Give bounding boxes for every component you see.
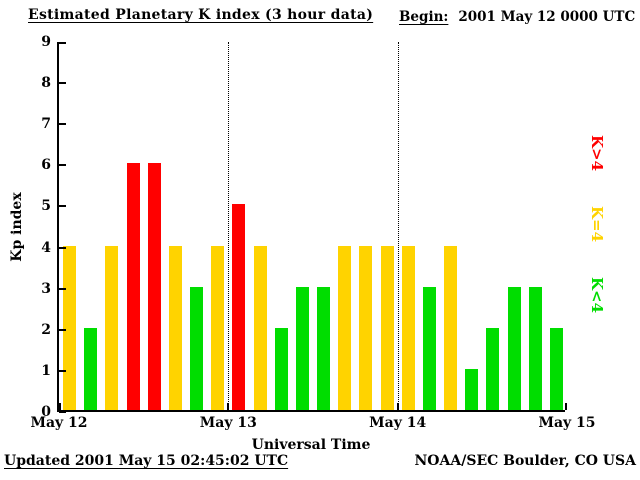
kp-bar xyxy=(338,245,352,410)
y-tick-mark xyxy=(59,205,66,208)
legend-label-high: K>4 xyxy=(588,134,606,172)
y-tick-mark xyxy=(59,42,66,44)
kp-bar xyxy=(105,245,119,410)
kp-bar xyxy=(422,286,436,410)
legend-label-mid: K=4 xyxy=(588,205,606,243)
y-tick-label: 7 xyxy=(41,116,51,133)
kp-bar xyxy=(549,327,563,410)
y-tick-label: 6 xyxy=(41,157,51,174)
y-tick-mark xyxy=(59,123,66,126)
y-tick-label: 8 xyxy=(41,75,51,92)
kp-bar xyxy=(317,286,331,410)
y-tick-label: 4 xyxy=(41,239,51,256)
kp-bar xyxy=(465,368,479,410)
updated-timestamp: Updated 2001 May 15 02:45:02 UTC xyxy=(4,453,289,469)
kp-bar xyxy=(444,245,458,410)
x-axis-label: Universal Time xyxy=(251,437,371,453)
kp-bar xyxy=(63,245,77,410)
chart-title: Estimated Planetary K index (3 hour data… xyxy=(28,7,374,23)
kp-bar xyxy=(84,327,98,410)
y-tick-label: 1 xyxy=(41,362,51,379)
x-tick-label: May 13 xyxy=(199,415,257,431)
kp-bar xyxy=(147,163,161,410)
y-axis-label: Kp index xyxy=(9,192,25,262)
source-credit: NOAA/SEC Boulder, CO USA xyxy=(414,453,637,469)
kp-bar xyxy=(253,245,267,410)
kp-bar xyxy=(486,327,500,410)
legend-label-low: K<4 xyxy=(588,276,606,314)
kp-bar xyxy=(211,245,225,410)
y-tick-mark xyxy=(59,411,66,413)
y-tick-mark xyxy=(59,369,66,372)
kp-bar xyxy=(380,245,394,410)
kp-bar xyxy=(168,245,182,410)
y-tick-label: 2 xyxy=(41,321,51,338)
kp-bar xyxy=(401,245,415,410)
begin-value: 2001 May 12 0000 UTC xyxy=(458,9,636,25)
plot-area: 0 1 2 3 4 5 6 7 8 9 May 12 May 13 May 14 May 15 xyxy=(30,34,595,431)
kp-bar xyxy=(232,204,246,410)
y-tick-label: 3 xyxy=(41,280,51,297)
begin-timestamp: Begin: 2001 May 12 0000 UTC xyxy=(399,9,635,25)
begin-label: Begin: xyxy=(399,9,449,25)
y-tick-mark xyxy=(59,287,66,290)
y-tick-mark xyxy=(59,82,66,85)
x-tick-mark xyxy=(227,403,230,410)
y-tick-mark xyxy=(59,164,66,167)
kp-bar xyxy=(190,286,204,410)
x-tick-mark xyxy=(565,403,567,410)
kp-bar xyxy=(126,163,140,410)
kp-bar xyxy=(359,245,373,410)
y-tick-mark xyxy=(59,246,66,249)
y-tick-mark xyxy=(59,328,66,331)
y-tick-label: 5 xyxy=(41,198,51,215)
x-tick-mark xyxy=(396,403,399,410)
kp-bar xyxy=(295,286,309,410)
x-tick-mark xyxy=(59,403,61,410)
y-tick-label: 9 xyxy=(41,34,51,50)
day-separator-line xyxy=(397,42,399,410)
x-tick-label: May 12 xyxy=(30,415,88,431)
kp-bar xyxy=(528,286,542,410)
x-tick-label: May 14 xyxy=(369,415,427,431)
kp-bar xyxy=(274,327,288,410)
y-tick-label: 0 xyxy=(41,404,51,420)
day-separator-line xyxy=(228,42,230,410)
kp-bar xyxy=(507,286,521,410)
x-tick-label: May 15 xyxy=(538,415,596,431)
